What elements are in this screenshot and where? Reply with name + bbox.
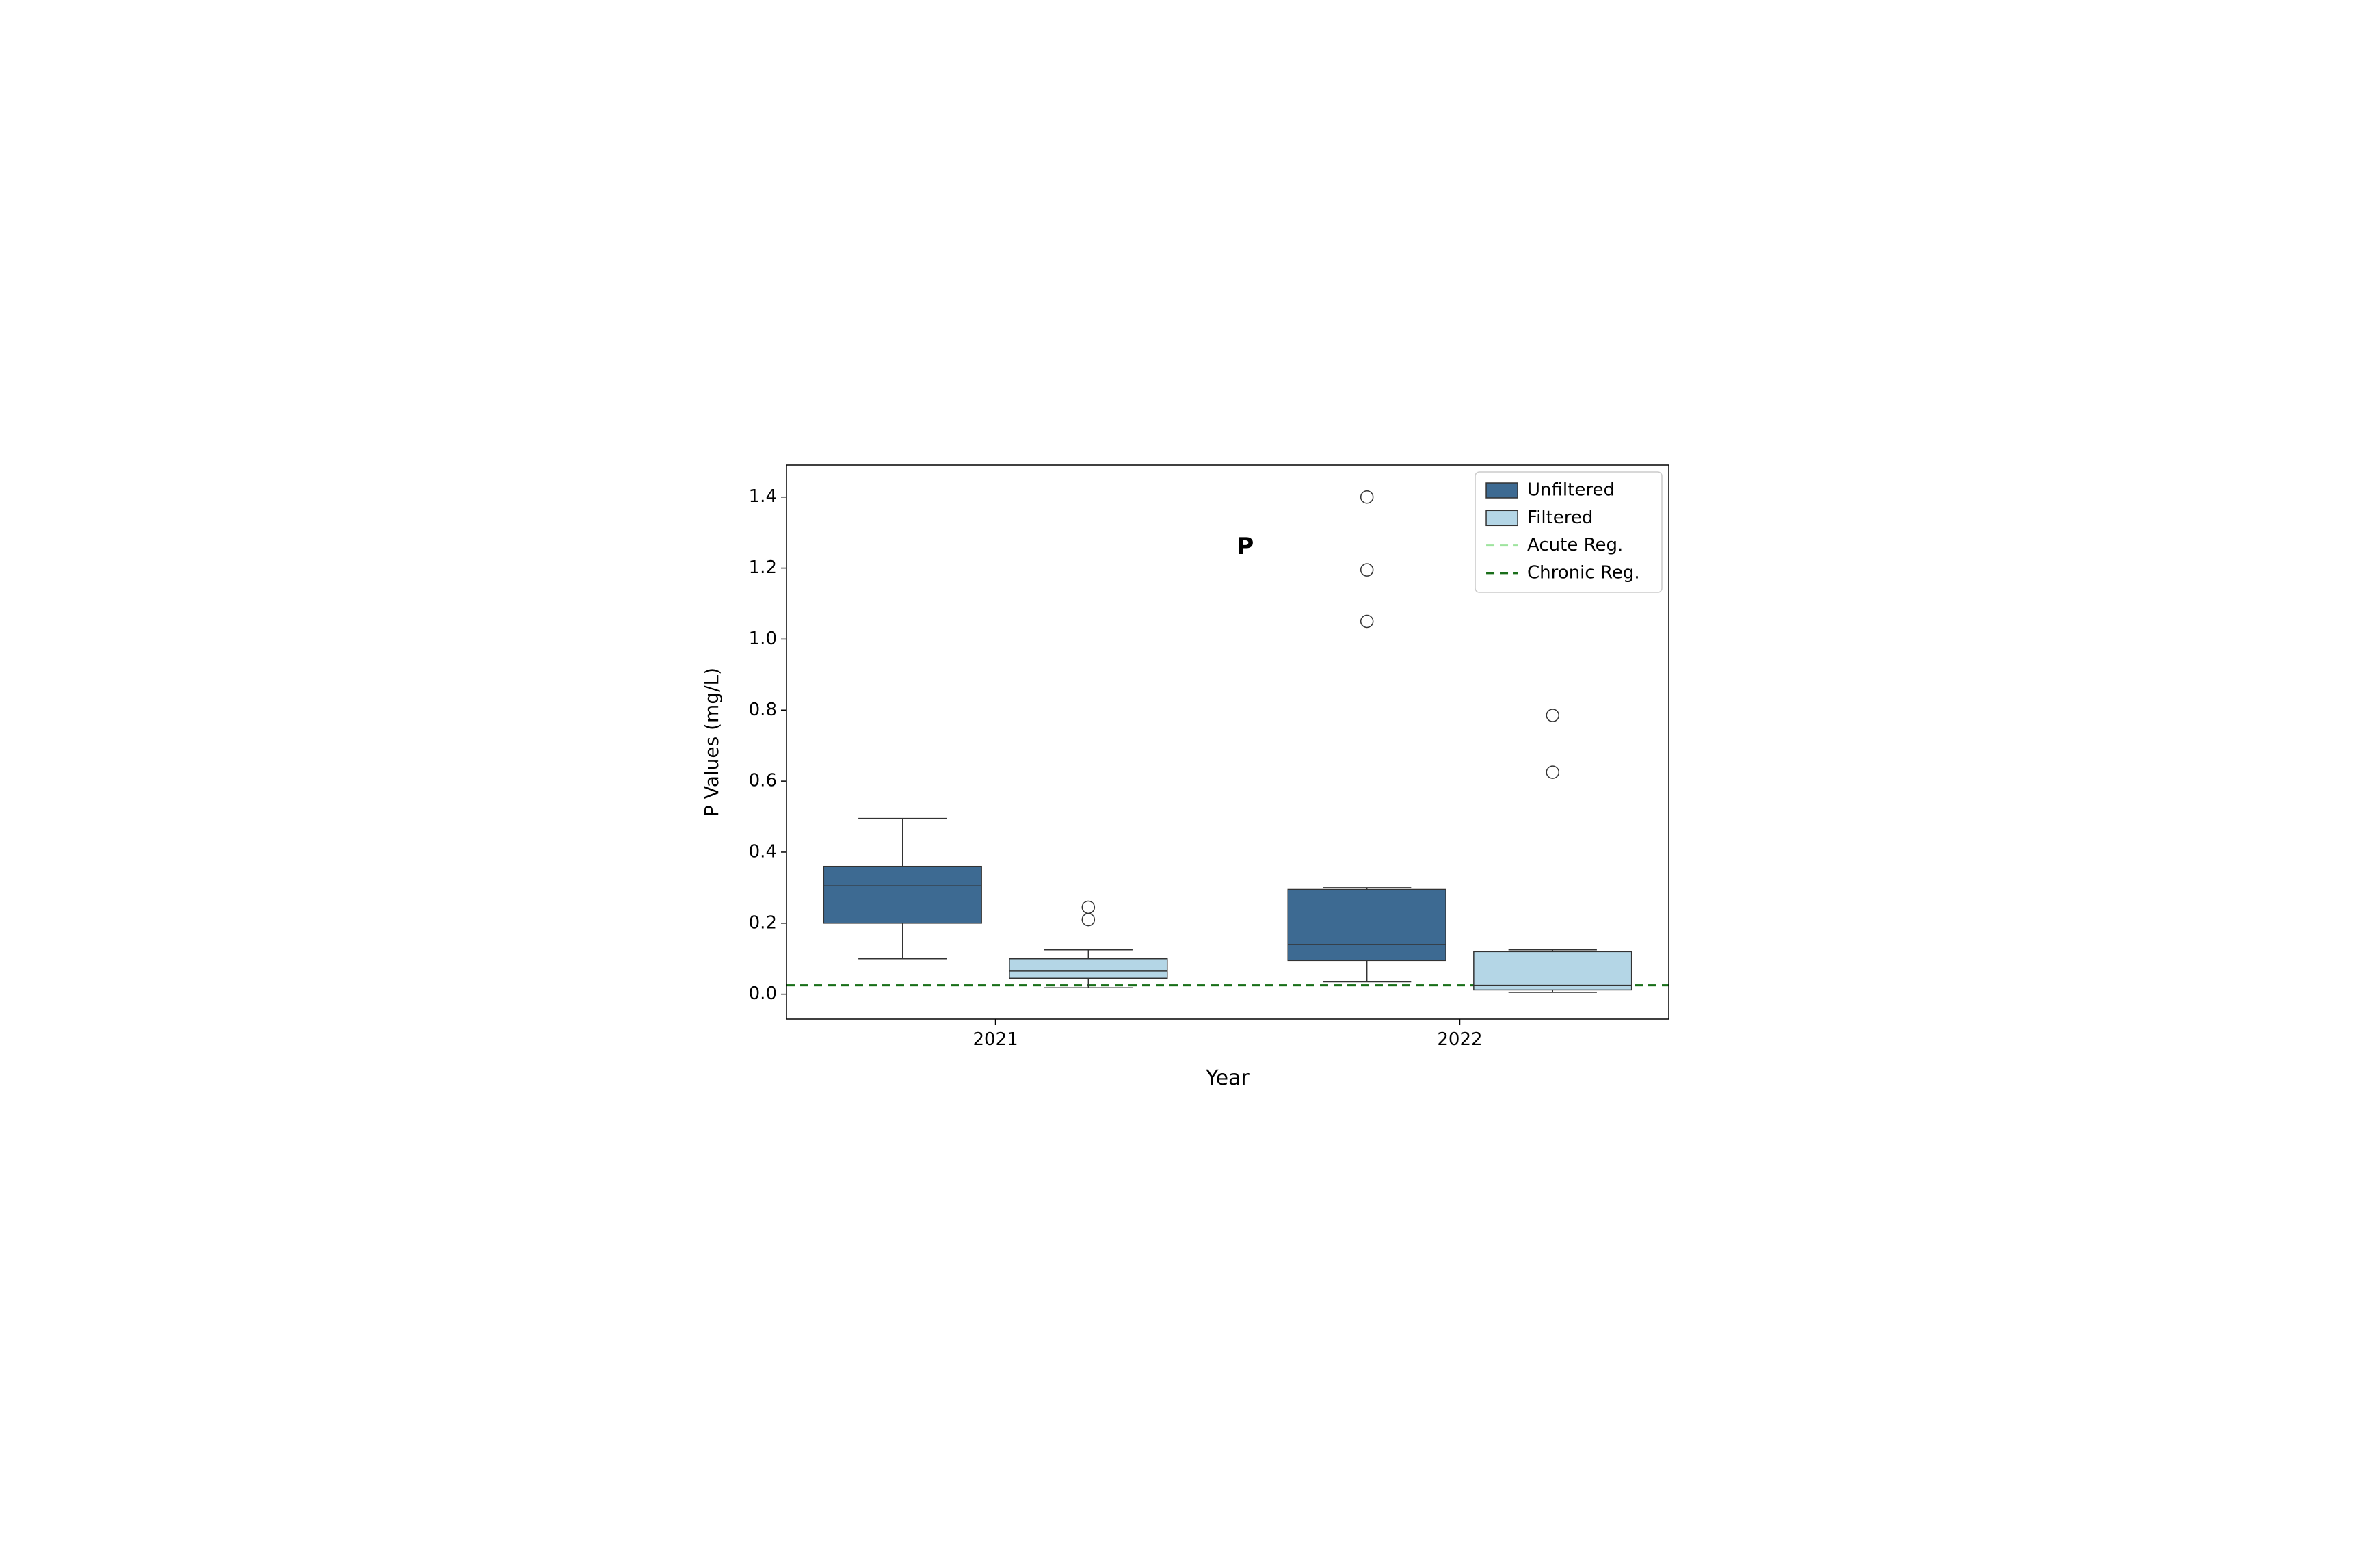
- ytick-label: 1.0: [749, 628, 777, 648]
- xtick-label: 2021: [973, 1029, 1018, 1050]
- ytick-label: 0.4: [749, 841, 777, 862]
- legend-label-1: Filtered: [1527, 507, 1593, 527]
- ytick-label: 1.2: [749, 557, 777, 578]
- ytick-label: 0.0: [749, 983, 777, 1004]
- ytick-label: 0.6: [749, 770, 777, 791]
- legend-label-2: Acute Reg.: [1527, 535, 1623, 555]
- ytick-label: 1.4: [749, 486, 777, 507]
- ytick-label: 0.8: [749, 699, 777, 719]
- x-axis-label: Year: [1205, 1066, 1250, 1090]
- xtick-label: 2022: [1437, 1029, 1482, 1050]
- legend-swatch-0: [1486, 483, 1518, 498]
- boxplot-chart: 0.0 0.2 0.4 0.6 0.8 1.0 1.2 1.4 2021 2022 Year P Va…: [684, 445, 1696, 1101]
- legend-label-3: Chronic Reg.: [1527, 562, 1640, 583]
- chart-container: 0.0 0.2 0.4 0.6 0.8 1.0 1.2 1.4 2021 2022 Year P Va…: [0, 0, 2380, 1545]
- legend-label-0: Unfiltered: [1527, 479, 1615, 500]
- ytick-label: 0.2: [749, 912, 777, 933]
- y-axis-label: P Values (mg/L): [700, 667, 723, 816]
- legend: Unfiltered Filtered Acute Reg. Chronic Reg.: [1475, 472, 1662, 592]
- chart-annotation: P: [1237, 532, 1254, 559]
- legend-swatch-1: [1486, 510, 1518, 525]
